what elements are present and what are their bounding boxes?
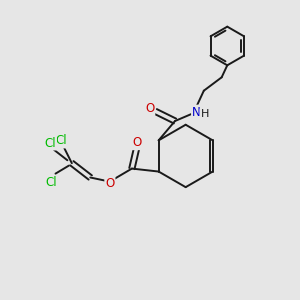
Text: Cl: Cl [44,136,56,149]
Text: N: N [192,106,201,118]
Text: H: H [200,110,209,119]
Text: Cl: Cl [55,134,67,147]
Text: O: O [145,102,154,115]
Text: Cl: Cl [45,176,57,189]
Text: O: O [105,177,115,190]
Text: O: O [132,136,142,149]
